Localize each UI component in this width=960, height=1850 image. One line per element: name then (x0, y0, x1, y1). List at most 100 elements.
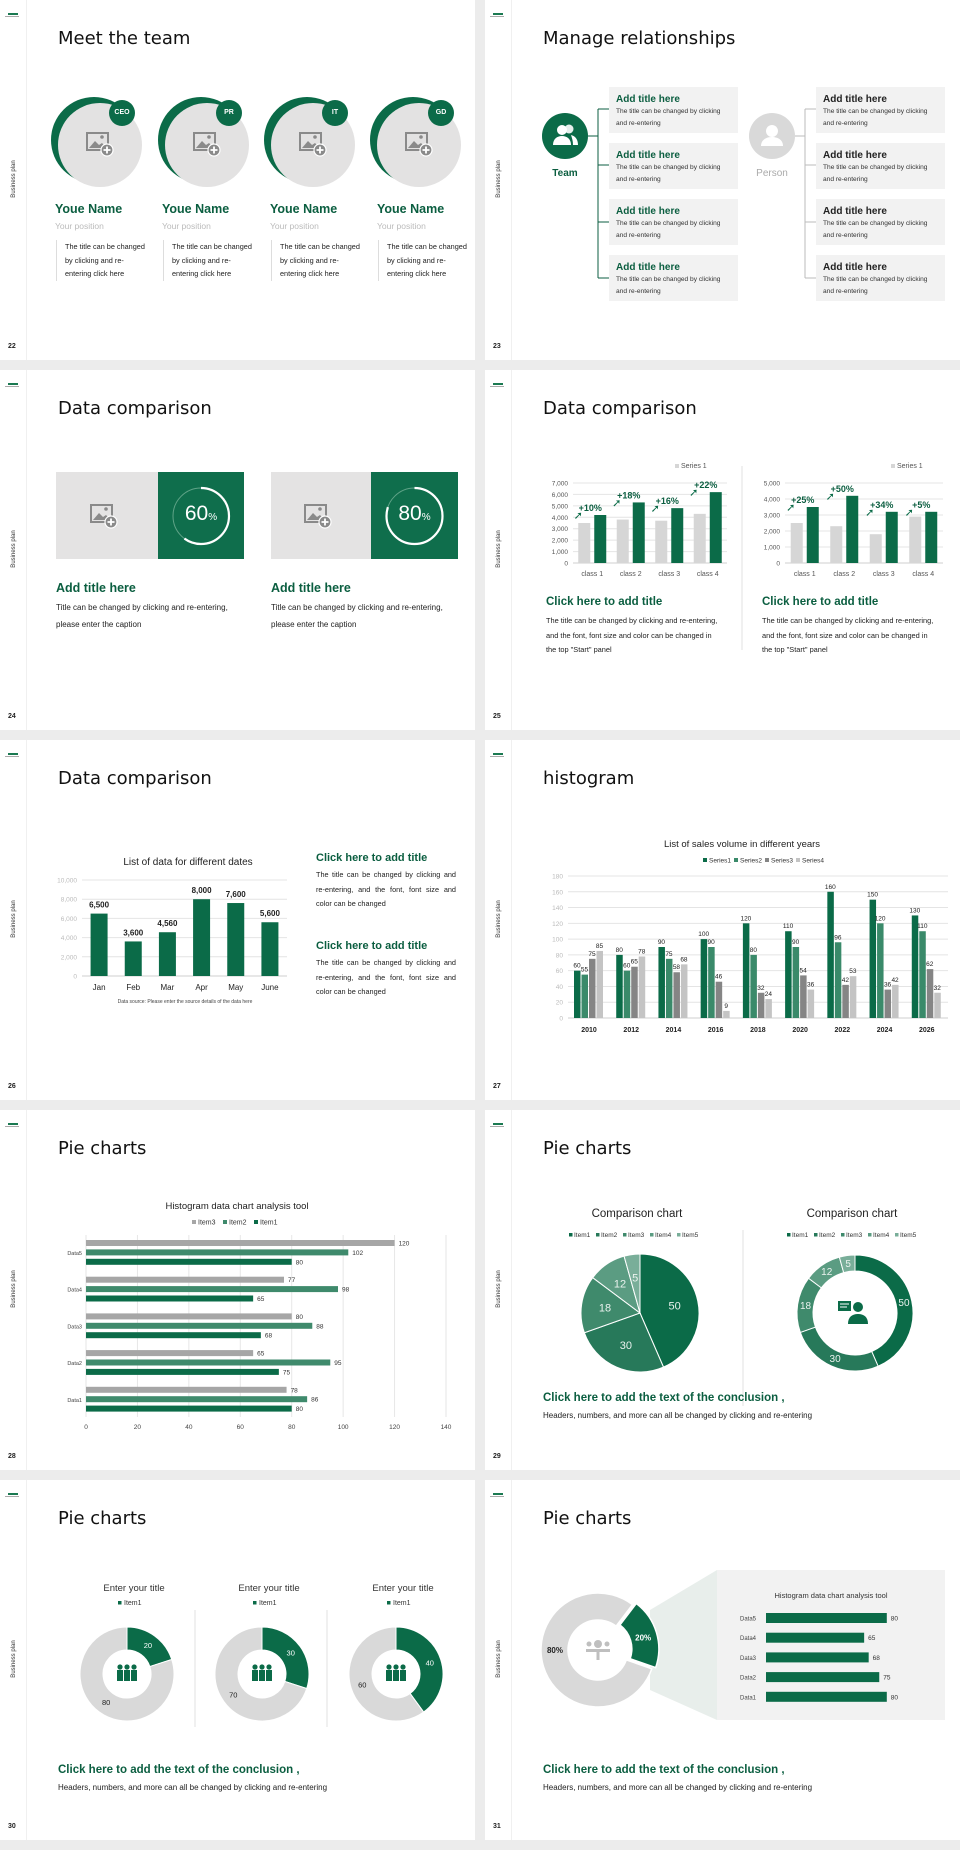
legend-label: Item4 (873, 1232, 890, 1239)
slide-sidebar: Business plan 25 (485, 370, 512, 730)
slide-26[interactable]: Business plan 26 Data comparison List of… (0, 740, 475, 1100)
x-tick-label: Feb (126, 983, 140, 992)
relationship-box[interactable]: Add title here The title can be changed b… (816, 143, 945, 189)
y-tick-label: 2,000 (552, 538, 569, 545)
relationship-box[interactable]: Add title here The title can be changed b… (609, 143, 738, 189)
x-tick-label: Jan (93, 983, 106, 992)
bar (596, 950, 603, 1018)
member-description: The title can be changed by clicking and… (163, 240, 255, 282)
y-tick-label: Data5 (67, 1251, 82, 1257)
arrow-up-icon: ➚ (612, 497, 621, 509)
chart-title: Enter your title (103, 1583, 164, 1594)
slide-25[interactable]: Business plan 25 Data comparison 0 1,000 2… (485, 370, 960, 730)
slice-label: 12 (614, 1278, 626, 1290)
image-placeholder[interactable] (56, 472, 158, 559)
bar (834, 942, 842, 1018)
slide-29[interactable]: Business plan 29 Pie charts Comparison c… (485, 1110, 960, 1470)
bar (86, 1286, 338, 1293)
slide-31[interactable]: Business plan 31 Pie charts 20% 80% Histog… (485, 1480, 960, 1840)
slide-30[interactable]: Business plan 30 Pie charts Enter your t… (0, 1480, 475, 1840)
meeting-icon (586, 1640, 610, 1660)
relationship-box[interactable]: Add title here The title can be changed b… (816, 87, 945, 133)
x-tick-label: May (228, 983, 243, 992)
data-label: 42 (842, 977, 850, 984)
page-number: 25 (493, 713, 501, 720)
pie-slice (618, 1602, 660, 1669)
progress-ring (171, 486, 231, 546)
relationship-box[interactable]: Add title here The title can be changed b… (816, 255, 945, 301)
percent-panel: 80% (371, 472, 458, 559)
data-label: 160 (825, 884, 836, 891)
page-number: 23 (493, 343, 501, 350)
x-tick-label: 120 (389, 1424, 400, 1431)
add-image-icon[interactable] (193, 131, 221, 157)
data-label: 96 (834, 934, 842, 941)
pie-slice (395, 1626, 444, 1713)
bar (86, 1359, 331, 1366)
legend-swatch (787, 1233, 791, 1237)
legend-label: Item3 (628, 1232, 645, 1239)
legend-label: Series3 (771, 858, 793, 865)
relationship-box[interactable]: Add title here The title can be changed b… (609, 87, 738, 133)
add-image-icon[interactable] (299, 131, 327, 157)
slide-27[interactable]: Business plan 27 histogram List of sales… (485, 740, 960, 1100)
legend-swatch (765, 858, 769, 862)
bar (86, 1258, 292, 1265)
slide-23[interactable]: Business plan 23 Manage relationships Te… (485, 0, 960, 360)
data-label: 68 (873, 1655, 881, 1662)
slice-label: 18 (599, 1302, 611, 1314)
y-tick-label: Data4 (740, 1636, 757, 1642)
box-title: Add title here (616, 150, 680, 161)
growth-label: +18% (617, 490, 640, 500)
slide-sidebar: Business plan 26 (0, 740, 27, 1100)
sales-volume-chart: List of sales volume in different years S… (552, 839, 948, 1034)
pie-slice (583, 1312, 665, 1373)
logo (490, 1123, 506, 1127)
legend-label: Series1 (709, 858, 731, 865)
logo (490, 753, 506, 757)
slide-28[interactable]: Business plan 28 Pie charts Histogram da… (0, 1110, 475, 1470)
y-tick-label: 0 (776, 561, 780, 568)
conclusion-heading: Click here to add the text of the conclu… (58, 1764, 300, 1776)
bar (757, 992, 765, 1018)
add-image-icon[interactable] (90, 503, 118, 529)
growth-label: +25% (791, 495, 814, 505)
page-number: 27 (493, 1083, 501, 1090)
add-image-icon[interactable] (405, 131, 433, 157)
donut-and-bar-chart: 20% 80% Histogram data chart analysis tool… (540, 1570, 945, 1720)
slide-24[interactable]: Business plan 24 Data comparison 60% Add … (0, 370, 475, 730)
data-label: 120 (875, 915, 886, 922)
pie-slice (348, 1626, 425, 1722)
bar (934, 992, 941, 1018)
data-label: 5,600 (260, 909, 281, 918)
legend-swatch (596, 1233, 600, 1237)
x-tick-label: 2016 (708, 1027, 724, 1034)
legend-label: Item1 (259, 1600, 277, 1607)
slice-label: 20% (635, 1634, 651, 1643)
add-image-icon[interactable] (86, 131, 114, 157)
relationship-box[interactable]: Add title here The title can be changed b… (609, 199, 738, 245)
slide-title: Pie charts (543, 1508, 632, 1529)
legend-swatch (192, 1220, 196, 1224)
x-tick-label: Apr (195, 983, 208, 992)
source-note: Data source: Please enter the source det… (118, 999, 253, 1005)
bar-current (671, 508, 684, 563)
x-tick-label: 2020 (792, 1027, 808, 1034)
legend-label: Item5 (682, 1232, 699, 1239)
bar (766, 1691, 887, 1702)
ring-progress (171, 486, 231, 546)
data-label: 80 (616, 947, 624, 954)
relationship-box[interactable]: Add title here The title can be changed b… (609, 255, 738, 301)
add-image-icon[interactable] (304, 503, 332, 529)
image-placeholder[interactable] (271, 472, 371, 559)
box-title: Add title here (823, 262, 887, 273)
relationship-box[interactable]: Add title here The title can be changed b… (816, 199, 945, 245)
bar-series-1 (869, 534, 882, 563)
y-tick-label: 40 (556, 984, 564, 991)
bar (86, 1276, 284, 1283)
slide-22[interactable]: Business plan 22 Meet the team CEO Youe N… (0, 0, 475, 360)
bar (926, 969, 934, 1018)
chart-title: Comparison chart (807, 1208, 899, 1220)
x-tick-label: class 2 (833, 571, 855, 578)
pie-slice (214, 1626, 308, 1722)
